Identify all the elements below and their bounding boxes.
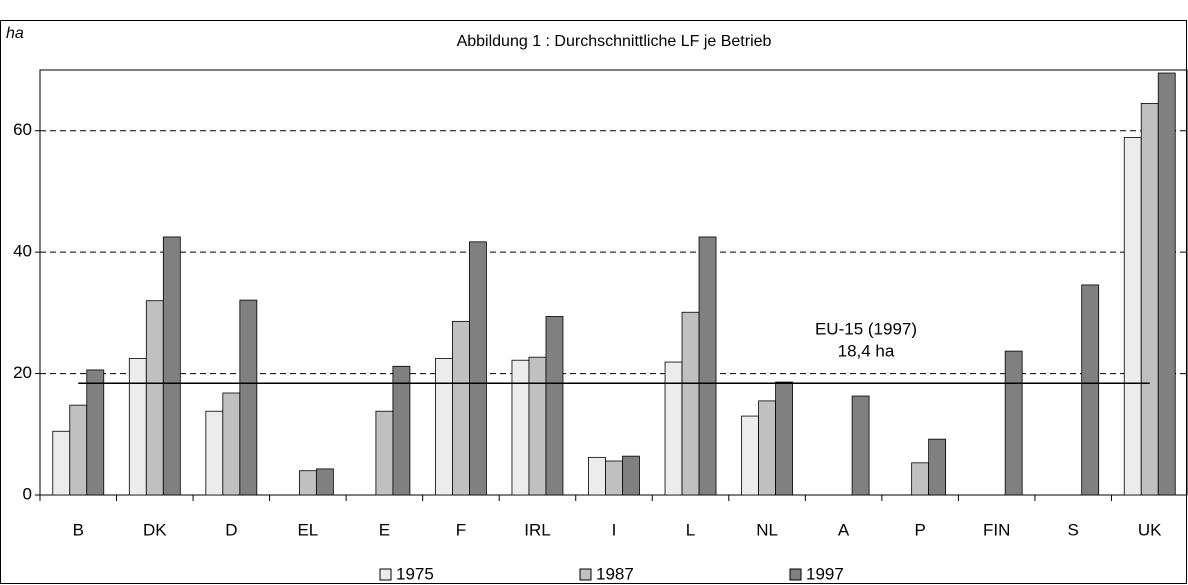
bar: [375, 410, 394, 496]
bar: [741, 415, 759, 496]
x-tick-label: DK: [143, 520, 167, 539]
bar: [588, 456, 606, 496]
bar: [664, 361, 683, 496]
bar: [298, 470, 317, 496]
x-tick-label: FIN: [983, 520, 1010, 539]
x-tick-label: D: [225, 520, 237, 539]
x-tick-label: B: [73, 520, 84, 539]
y-tick-label: 60: [13, 120, 32, 139]
bar: [681, 311, 700, 496]
bar: [435, 357, 453, 496]
bar: [86, 369, 105, 496]
bar: [758, 400, 776, 496]
bar: [392, 365, 411, 496]
x-tick-label: F: [456, 520, 466, 539]
x-tick-label: E: [379, 520, 390, 539]
bar: [1157, 72, 1176, 496]
bar: [52, 430, 71, 496]
y-tick-label: 20: [13, 363, 32, 382]
bar: [239, 299, 258, 496]
bar: [511, 359, 530, 496]
bar: [162, 236, 181, 496]
bar: [851, 395, 870, 496]
bar: [1140, 102, 1159, 496]
bar: [775, 381, 793, 496]
annotation: EU-15 (1997): [815, 319, 917, 338]
x-tick-label: EL: [297, 520, 318, 539]
bar: [928, 438, 947, 496]
legend-swatch: [379, 568, 392, 581]
bar: [128, 357, 147, 496]
x-tick-label: A: [838, 520, 850, 539]
y-axis-label: ha: [6, 25, 24, 42]
annotation: 18,4 ha: [838, 341, 895, 360]
bar: [69, 404, 88, 496]
legend-swatch: [789, 568, 802, 581]
x-tick-label: IRL: [524, 520, 550, 539]
bar: [469, 241, 487, 496]
chart-title: Abbildung 1 : Durchschnittliche LF je Be…: [457, 33, 772, 50]
bar: [1123, 136, 1142, 496]
x-tick-label: S: [1068, 520, 1079, 539]
bar: [315, 468, 334, 496]
bar: [452, 320, 470, 496]
legend-label: 1975: [396, 564, 434, 583]
bar: [528, 356, 547, 496]
x-tick-label: P: [914, 520, 925, 539]
bar: [1004, 350, 1023, 496]
bar: [605, 460, 623, 496]
bar: [622, 455, 640, 496]
x-tick-label: I: [612, 520, 617, 539]
bar: [545, 316, 564, 496]
y-tick-label: 40: [13, 242, 32, 261]
y-tick-label: 0: [23, 484, 32, 503]
legend-label: 1997: [806, 564, 844, 583]
bar: [698, 236, 717, 496]
x-tick-label: L: [686, 520, 695, 539]
x-tick-label: UK: [1138, 520, 1162, 539]
x-tick-label: NL: [756, 520, 778, 539]
bar: [911, 462, 930, 496]
bar: [145, 300, 164, 496]
bar: [205, 410, 224, 496]
bar: [222, 392, 241, 496]
legend-swatch: [579, 568, 592, 581]
bar: [1081, 284, 1100, 496]
legend-label: 1987: [596, 564, 634, 583]
